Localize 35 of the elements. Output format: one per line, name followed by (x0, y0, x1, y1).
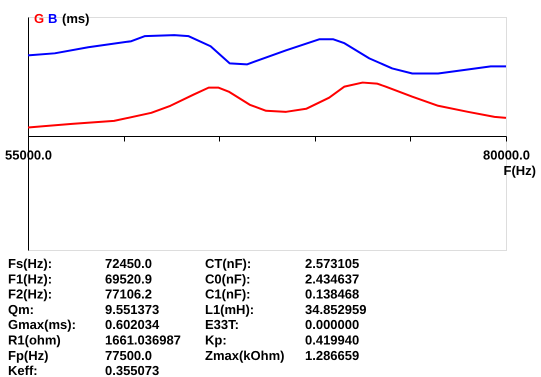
text: 77500.0 (105, 348, 152, 363)
text: Gmax(ms): (8, 317, 76, 332)
text: 0.355073 (105, 363, 160, 377)
text: Fs(Hz): (8, 256, 52, 271)
text: F2(Hz): (8, 286, 52, 302)
text: 2.573105 (305, 256, 360, 271)
text: 9.551373 (105, 302, 160, 317)
text: Kp: (205, 332, 227, 348)
text: G (34, 11, 44, 26)
text: L1(mH): (205, 302, 254, 317)
text: Fp(Hz) (8, 348, 48, 363)
text: Zmax(kOhm) (205, 348, 284, 363)
text: Qm: (8, 302, 34, 317)
text: 0.602034 (105, 317, 160, 332)
text: CT(nF): (205, 256, 252, 271)
text: C0(nF): (205, 271, 250, 286)
text: 69520.9 (105, 271, 152, 286)
text: Keff: (8, 363, 38, 377)
text: 2.434637 (305, 271, 360, 286)
y-axis-title: (ms) (62, 11, 90, 26)
text: 34.852959 (305, 302, 366, 317)
text: R1(ohm) (8, 332, 61, 348)
text: F1(Hz): (8, 271, 52, 286)
text: B (48, 11, 58, 26)
text: 72450.0 (105, 256, 152, 271)
text: 0.138468 (305, 286, 360, 302)
text: 0.000000 (305, 317, 360, 332)
x-tick-label: 80000.0 (483, 148, 530, 162)
text: E33T: (205, 317, 239, 332)
text: C1(nF): (205, 286, 250, 302)
text: 77106.2 (105, 286, 152, 302)
text: 1.286659 (305, 348, 360, 363)
x-axis-title: F(Hz) (504, 163, 536, 178)
text: 0.419940 (305, 332, 360, 348)
text: 1661.036987 (105, 332, 181, 348)
